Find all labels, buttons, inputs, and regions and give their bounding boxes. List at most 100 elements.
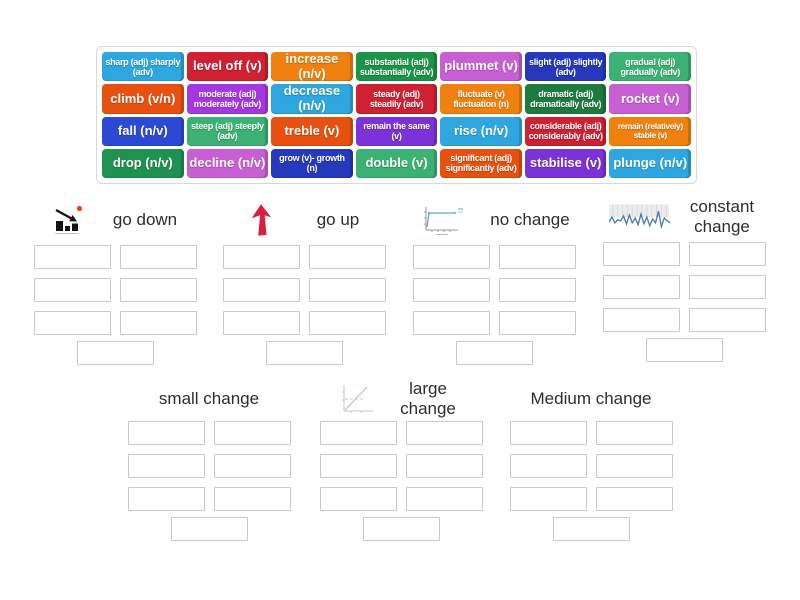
drop-slot[interactable] bbox=[222, 245, 300, 269]
group-label: no change bbox=[490, 210, 570, 230]
declining-bars-arrow-icon bbox=[54, 205, 82, 234]
drop-slot[interactable] bbox=[552, 517, 630, 541]
group-medium-change: Medium change bbox=[509, 380, 673, 541]
group-small-change: small change bbox=[127, 380, 291, 541]
drop-slot[interactable] bbox=[602, 275, 680, 299]
group-header: go down bbox=[33, 198, 197, 242]
drop-slot[interactable] bbox=[76, 341, 154, 365]
fluctuating-line-chart-icon bbox=[609, 204, 671, 230]
word-tile[interactable]: remain the same (v) bbox=[355, 116, 438, 146]
drop-slot[interactable] bbox=[412, 245, 490, 269]
drop-slot[interactable] bbox=[213, 454, 291, 478]
word-tile[interactable]: fall (n/v) bbox=[102, 116, 184, 146]
drop-slot[interactable] bbox=[119, 278, 197, 302]
drop-slot[interactable] bbox=[688, 308, 766, 332]
word-tile[interactable]: decrease (n/v) bbox=[271, 84, 353, 114]
group-header: go up bbox=[222, 198, 386, 242]
drop-slot[interactable] bbox=[308, 245, 386, 269]
drop-slot[interactable] bbox=[33, 245, 111, 269]
word-tile[interactable]: considerable (adj) considerably (adv) bbox=[524, 116, 607, 146]
drop-slot[interactable] bbox=[265, 341, 343, 365]
slot-grid bbox=[412, 245, 576, 335]
drop-slot[interactable] bbox=[319, 487, 397, 511]
word-tile[interactable]: plunge (n/v) bbox=[609, 148, 691, 178]
word-tile[interactable]: dramatic (adj) dramatically (adv) bbox=[524, 84, 607, 114]
word-tile[interactable]: plummet (v) bbox=[440, 52, 522, 82]
word-tile[interactable]: rocket (v) bbox=[609, 84, 691, 114]
word-tile[interactable]: level off (v) bbox=[186, 52, 269, 82]
slot-grid bbox=[127, 421, 291, 511]
word-tile[interactable]: moderate (adj) moderately (adv) bbox=[186, 84, 269, 114]
word-tile[interactable]: steady (adj) steadily (adv) bbox=[355, 84, 438, 114]
rising-line-chart-icon bbox=[342, 385, 373, 413]
drop-slot[interactable] bbox=[319, 421, 397, 445]
drop-slot[interactable] bbox=[33, 278, 111, 302]
drop-slot[interactable] bbox=[595, 454, 673, 478]
drop-slot[interactable] bbox=[308, 278, 386, 302]
group-no-change: no change bbox=[412, 198, 576, 365]
drop-slot[interactable] bbox=[509, 487, 587, 511]
word-tile[interactable]: double (v) bbox=[355, 148, 438, 178]
slot-grid bbox=[602, 242, 766, 332]
word-tile[interactable]: rise (n/v) bbox=[440, 116, 522, 146]
group-label: Medium change bbox=[530, 389, 652, 409]
drop-slot[interactable] bbox=[405, 421, 483, 445]
drop-slot[interactable] bbox=[405, 487, 483, 511]
drop-slot[interactable] bbox=[595, 421, 673, 445]
drop-slot[interactable] bbox=[222, 278, 300, 302]
drop-slot[interactable] bbox=[119, 311, 197, 335]
drop-slot[interactable] bbox=[602, 308, 680, 332]
drop-slot[interactable] bbox=[362, 517, 440, 541]
drop-slot[interactable] bbox=[170, 517, 248, 541]
drop-slot[interactable] bbox=[127, 454, 205, 478]
slot-grid bbox=[33, 245, 197, 335]
word-tile[interactable]: stabilise (v) bbox=[524, 148, 607, 178]
group-header: large change bbox=[319, 379, 483, 418]
slot-grid bbox=[509, 421, 673, 511]
word-tile[interactable]: treble (v) bbox=[271, 116, 353, 146]
drop-slot[interactable] bbox=[213, 487, 291, 511]
word-tile[interactable]: climb (v/n) bbox=[102, 84, 184, 114]
group-large-change: large change bbox=[319, 379, 483, 541]
drop-slot[interactable] bbox=[455, 341, 533, 365]
drop-slot[interactable] bbox=[688, 275, 766, 299]
drop-slot[interactable] bbox=[33, 311, 111, 335]
drop-slot[interactable] bbox=[595, 487, 673, 511]
drop-slot[interactable] bbox=[412, 278, 490, 302]
drop-slot[interactable] bbox=[509, 421, 587, 445]
drop-slot[interactable] bbox=[645, 338, 723, 362]
word-tile[interactable]: significant (adj) significantly (adv) bbox=[440, 148, 522, 178]
drop-slot[interactable] bbox=[509, 454, 587, 478]
group-label: go up bbox=[316, 210, 360, 230]
drop-slot[interactable] bbox=[222, 311, 300, 335]
drop-slot[interactable] bbox=[412, 311, 490, 335]
group-label: large change bbox=[400, 379, 456, 418]
word-tile[interactable]: steep (adj) steeply (adv) bbox=[186, 116, 269, 146]
word-tile[interactable]: slight (adj) slightly (adv) bbox=[524, 52, 607, 82]
word-tile[interactable]: decline (n/v) bbox=[186, 148, 269, 178]
slot-grid bbox=[222, 245, 386, 335]
word-tile[interactable]: remain (relatively) stable (v) bbox=[609, 116, 691, 146]
drop-slot[interactable] bbox=[498, 311, 576, 335]
word-tile[interactable]: fluctuate (v) fluctuation (n) bbox=[440, 84, 522, 114]
word-tile[interactable]: gradual (adj) gradually (adv) bbox=[609, 52, 691, 82]
drop-slot[interactable] bbox=[319, 454, 397, 478]
drop-slot[interactable] bbox=[602, 242, 680, 266]
word-tile[interactable]: drop (n/v) bbox=[102, 148, 184, 178]
word-tile[interactable]: grow (v)- growth (n) bbox=[271, 148, 353, 178]
word-tile[interactable]: increase (n/v) bbox=[271, 52, 353, 82]
drop-slot[interactable] bbox=[405, 454, 483, 478]
drop-slot[interactable] bbox=[127, 421, 205, 445]
drop-slot[interactable] bbox=[498, 278, 576, 302]
drop-slot[interactable] bbox=[127, 487, 205, 511]
drop-slot[interactable] bbox=[119, 245, 197, 269]
drop-slot[interactable] bbox=[213, 421, 291, 445]
red-up-arrow-icon bbox=[251, 204, 271, 236]
word-tile[interactable]: substantial (adj) substantially (adv) bbox=[355, 52, 438, 82]
group-header: small change bbox=[127, 380, 291, 418]
drop-slot[interactable] bbox=[498, 245, 576, 269]
group-header: constant change bbox=[602, 195, 766, 239]
drop-slot[interactable] bbox=[308, 311, 386, 335]
drop-slot[interactable] bbox=[688, 242, 766, 266]
word-tile[interactable]: sharp (adj) sharply (adv) bbox=[102, 52, 184, 82]
